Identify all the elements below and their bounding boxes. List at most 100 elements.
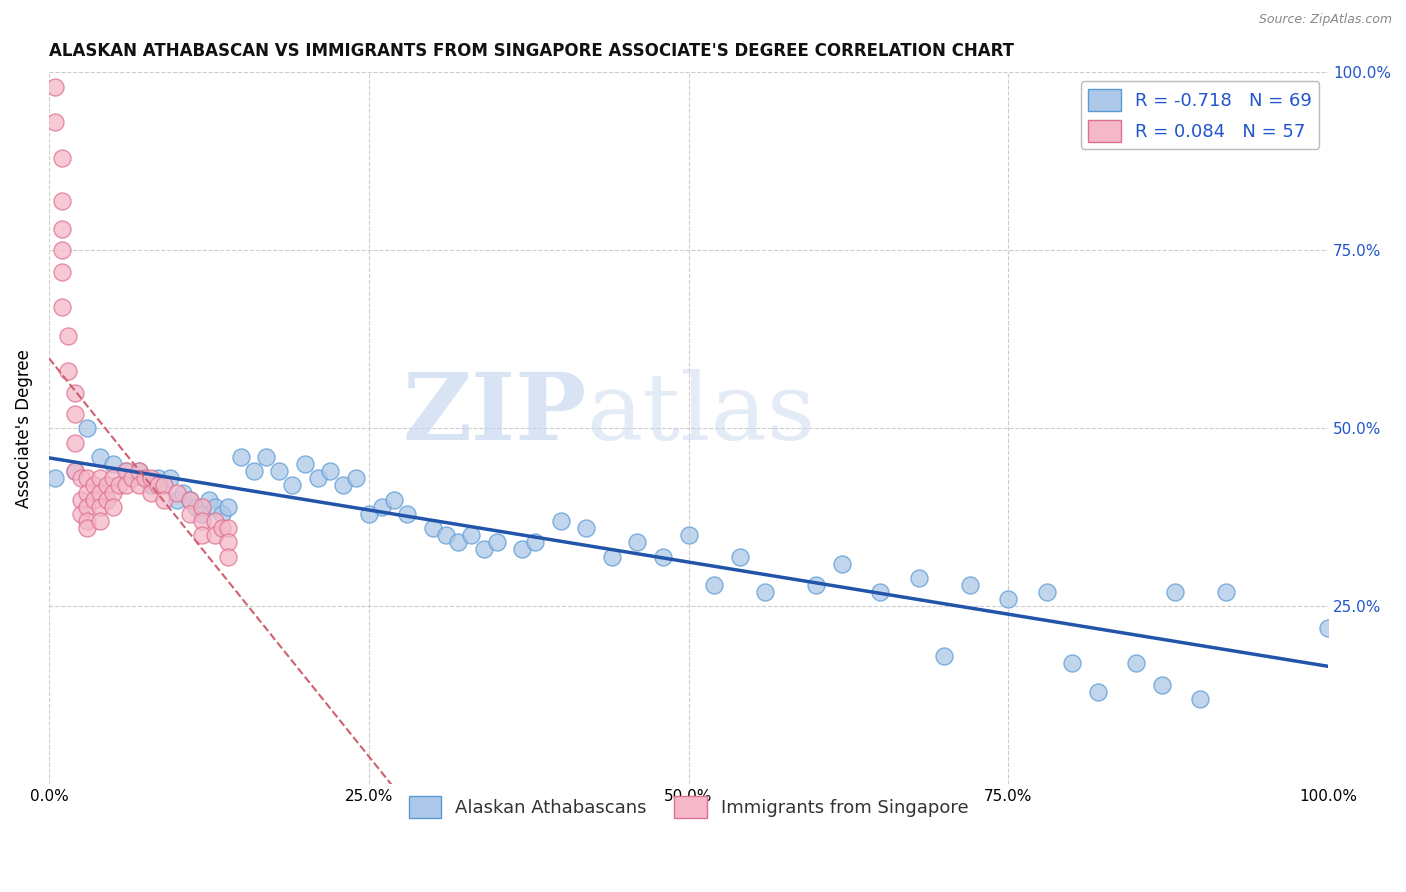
Point xyxy=(396,507,419,521)
Point xyxy=(204,500,226,514)
Point xyxy=(344,471,367,485)
Point xyxy=(626,535,648,549)
Point xyxy=(166,492,188,507)
Point xyxy=(89,500,111,514)
Point xyxy=(56,364,79,378)
Point xyxy=(447,535,470,549)
Point xyxy=(204,514,226,528)
Point xyxy=(44,79,66,94)
Point xyxy=(806,578,828,592)
Point xyxy=(179,507,201,521)
Text: ALASKAN ATHABASCAN VS IMMIGRANTS FROM SINGAPORE ASSOCIATE'S DEGREE CORRELATION C: ALASKAN ATHABASCAN VS IMMIGRANTS FROM SI… xyxy=(49,42,1014,60)
Point xyxy=(76,514,98,528)
Point xyxy=(70,507,93,521)
Point xyxy=(114,464,136,478)
Point xyxy=(1035,585,1057,599)
Point xyxy=(1317,621,1340,635)
Point xyxy=(96,478,118,492)
Point xyxy=(153,478,176,492)
Point xyxy=(254,450,277,464)
Point xyxy=(56,329,79,343)
Point xyxy=(211,507,233,521)
Text: ZIP: ZIP xyxy=(402,369,586,459)
Point xyxy=(1215,585,1237,599)
Point xyxy=(217,500,239,514)
Point xyxy=(217,521,239,535)
Point xyxy=(83,492,105,507)
Point xyxy=(422,521,444,535)
Point xyxy=(510,542,533,557)
Point xyxy=(159,471,181,485)
Point xyxy=(96,492,118,507)
Point xyxy=(357,507,380,521)
Point xyxy=(1062,657,1084,671)
Point xyxy=(76,471,98,485)
Point xyxy=(191,514,214,528)
Point xyxy=(217,549,239,564)
Point xyxy=(51,301,73,315)
Point xyxy=(319,464,342,478)
Point xyxy=(1189,692,1212,706)
Point xyxy=(179,492,201,507)
Point xyxy=(121,471,143,485)
Point xyxy=(51,194,73,208)
Point xyxy=(1125,657,1147,671)
Point xyxy=(44,471,66,485)
Point xyxy=(114,464,136,478)
Point xyxy=(550,514,572,528)
Point xyxy=(146,478,169,492)
Point xyxy=(166,485,188,500)
Point xyxy=(217,535,239,549)
Point xyxy=(63,464,86,478)
Point xyxy=(600,549,623,564)
Point xyxy=(89,450,111,464)
Point xyxy=(114,478,136,492)
Point xyxy=(652,549,675,564)
Point xyxy=(128,464,150,478)
Point xyxy=(70,492,93,507)
Legend: Alaskan Athabascans, Immigrants from Singapore: Alaskan Athabascans, Immigrants from Sin… xyxy=(401,789,976,825)
Point xyxy=(754,585,776,599)
Text: Source: ZipAtlas.com: Source: ZipAtlas.com xyxy=(1258,13,1392,27)
Point xyxy=(831,557,853,571)
Point xyxy=(76,485,98,500)
Point xyxy=(51,222,73,236)
Point xyxy=(281,478,304,492)
Point xyxy=(204,528,226,542)
Point xyxy=(134,471,156,485)
Point xyxy=(128,478,150,492)
Point xyxy=(89,514,111,528)
Point xyxy=(678,528,700,542)
Point xyxy=(191,528,214,542)
Point xyxy=(524,535,547,549)
Point xyxy=(44,115,66,129)
Point xyxy=(184,500,207,514)
Point xyxy=(370,500,392,514)
Point xyxy=(51,151,73,165)
Point xyxy=(63,385,86,400)
Point xyxy=(153,478,176,492)
Point xyxy=(89,471,111,485)
Point xyxy=(108,478,131,492)
Point xyxy=(472,542,495,557)
Point xyxy=(460,528,482,542)
Point xyxy=(101,471,124,485)
Point xyxy=(307,471,329,485)
Point xyxy=(1150,678,1173,692)
Point xyxy=(134,471,156,485)
Point xyxy=(332,478,354,492)
Point xyxy=(242,464,264,478)
Point xyxy=(76,421,98,435)
Point xyxy=(191,500,214,514)
Point xyxy=(179,492,201,507)
Point xyxy=(191,507,214,521)
Point xyxy=(1163,585,1185,599)
Point xyxy=(63,435,86,450)
Point xyxy=(141,471,163,485)
Point xyxy=(211,521,233,535)
Point xyxy=(907,571,929,585)
Point xyxy=(101,485,124,500)
Point xyxy=(575,521,598,535)
Point xyxy=(101,457,124,471)
Point xyxy=(76,521,98,535)
